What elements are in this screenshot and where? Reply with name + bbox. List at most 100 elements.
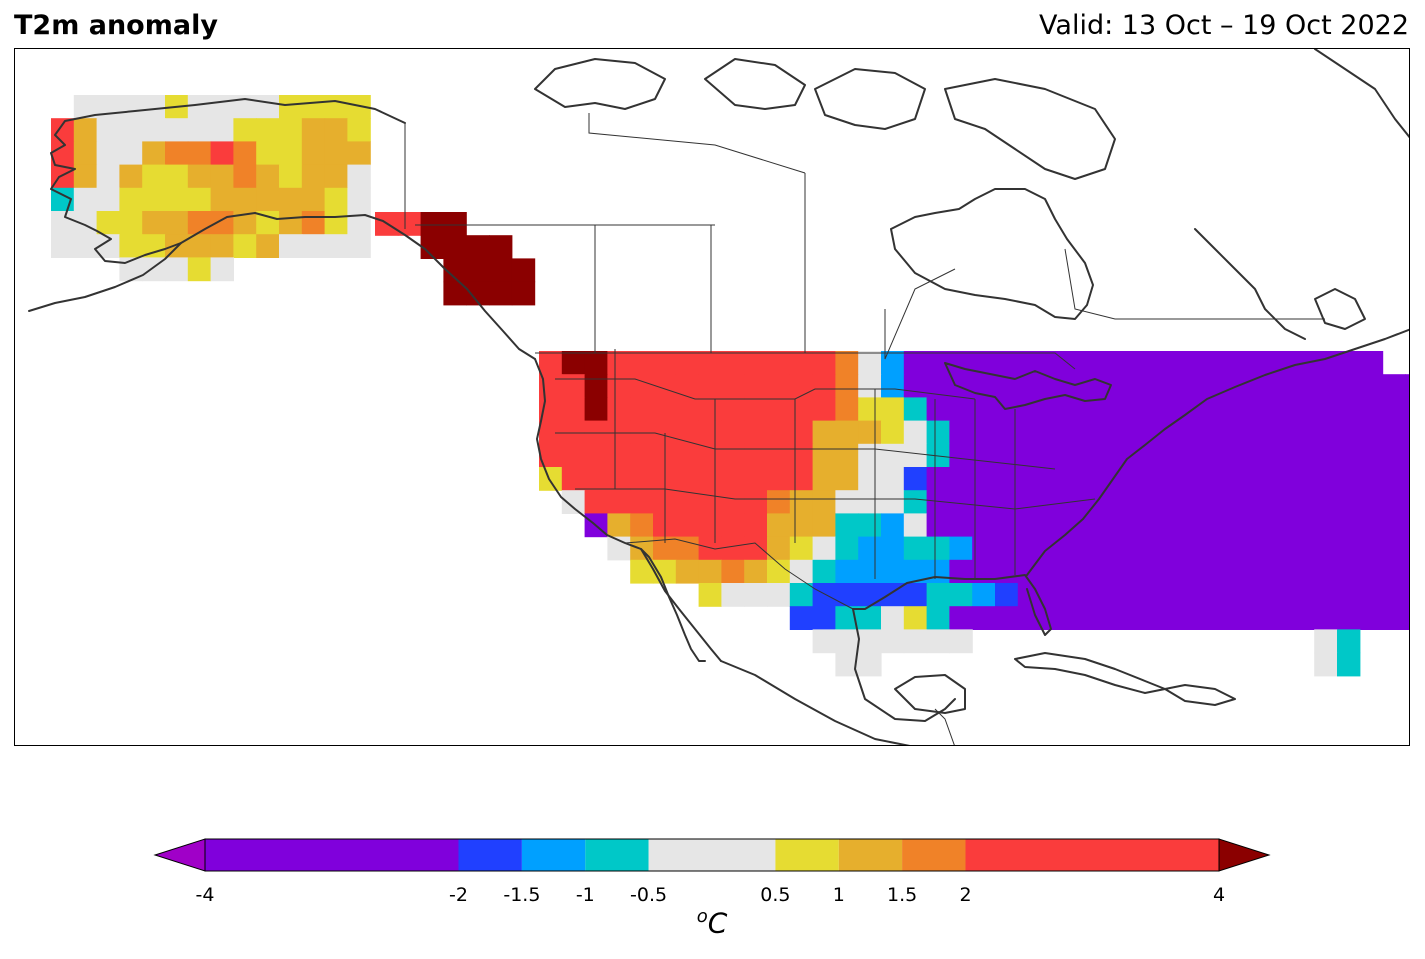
grid-cell — [835, 374, 859, 398]
grid-cell — [561, 443, 586, 468]
grid-cell — [607, 443, 631, 468]
grid-cell — [1177, 351, 1201, 375]
grid-cell — [675, 351, 700, 375]
grid-cell — [1109, 467, 1133, 491]
unit-base: C — [707, 906, 728, 940]
us-canada-border — [535, 352, 1076, 370]
grid-cell — [1268, 351, 1292, 375]
grid-cell — [1314, 652, 1338, 677]
grid-cell — [1268, 559, 1292, 584]
grid-cell — [744, 490, 768, 514]
grid-cell — [324, 187, 348, 212]
grid-cell — [1086, 559, 1110, 584]
grid-cell — [949, 490, 973, 514]
grid-cell — [443, 258, 467, 283]
grid-cell — [584, 374, 608, 398]
grid-cell — [1200, 420, 1224, 445]
grid-cell — [744, 467, 768, 491]
grid-cell — [881, 443, 905, 468]
grid-cell — [1405, 490, 1409, 514]
grid-cell — [607, 467, 631, 491]
grid-cell — [142, 141, 166, 166]
grid-cell — [835, 536, 859, 561]
grid-cell — [881, 351, 905, 375]
grid-cell — [1200, 467, 1224, 491]
grid-cell — [1245, 397, 1270, 422]
grid-cell — [698, 467, 722, 491]
grid-cell — [233, 211, 257, 235]
grid-cell — [698, 351, 722, 375]
grid-cell — [789, 443, 814, 468]
grid-cell — [721, 490, 745, 514]
grid-cell — [767, 443, 791, 468]
grid-cell — [301, 95, 326, 119]
colorbar-segment — [838, 839, 903, 871]
grid-cell — [1337, 490, 1361, 514]
grid-cell — [1223, 351, 1247, 375]
grid-cell — [1268, 513, 1292, 538]
colorbar-tick-label: -1.5 — [503, 884, 541, 906]
grid-cell — [1200, 443, 1224, 468]
grid-cell — [324, 234, 348, 258]
grid-cell — [858, 467, 882, 491]
grid-cell — [1200, 559, 1224, 584]
grid-cell — [1337, 583, 1361, 607]
grid-cell — [1017, 374, 1042, 398]
grid-cell — [1314, 513, 1338, 538]
grid-cell — [903, 606, 928, 630]
grid-cell — [675, 559, 700, 584]
grid-cell — [630, 351, 654, 375]
grid-cell — [420, 235, 444, 259]
colorbar-segment — [205, 839, 459, 871]
grid-cell — [675, 513, 700, 538]
grid-cell — [1291, 583, 1315, 607]
grid-cell — [1086, 397, 1110, 422]
grid-cell — [1359, 490, 1384, 514]
grid-cell — [721, 467, 745, 491]
grid-cell — [1177, 467, 1201, 491]
grid-cell — [903, 443, 928, 468]
grid-cell — [903, 490, 928, 514]
grid-cell — [1337, 513, 1361, 538]
grid-cell — [881, 536, 905, 561]
grid-cell — [949, 536, 973, 561]
colorbar-tick-label: 1 — [832, 884, 845, 906]
grid-cell — [949, 374, 973, 398]
grid-cell — [1268, 443, 1292, 468]
grid-cell — [903, 559, 928, 584]
grid-cell — [51, 211, 75, 235]
grid-cell — [539, 351, 563, 375]
grid-cell — [698, 443, 722, 468]
grid-cell — [858, 420, 882, 445]
grid-cell — [233, 234, 257, 258]
grid-cell — [949, 467, 973, 491]
grid-cell — [1291, 490, 1315, 514]
grid-cell — [1359, 443, 1384, 468]
grid-cell — [881, 629, 905, 654]
grid-cell — [279, 141, 303, 166]
grid-cell — [858, 559, 882, 584]
grid-cell — [767, 559, 791, 584]
grid-cell — [1086, 536, 1110, 561]
grid-cell — [995, 513, 1019, 538]
grid-cell — [812, 606, 836, 630]
grid-cell — [972, 490, 996, 514]
colorbar-segment — [458, 839, 522, 871]
colorbar-segment — [585, 839, 649, 871]
grid-cell — [96, 164, 120, 189]
grid-cell — [858, 374, 882, 398]
grid-cell — [881, 559, 905, 584]
grid-cell — [539, 467, 563, 491]
grid-cell — [926, 374, 950, 398]
grid-cell — [51, 234, 75, 258]
grid-cell — [187, 164, 212, 189]
grid-cell — [744, 374, 768, 398]
grid-cell — [675, 490, 700, 514]
colorbar-tick-label: -4 — [195, 884, 215, 906]
grid-cell — [1245, 351, 1270, 375]
grid-cell — [721, 420, 745, 445]
grid-cell — [630, 443, 654, 468]
grid-cell — [1314, 583, 1338, 607]
grid-cell — [187, 234, 212, 258]
us-mexico-border — [624, 538, 854, 610]
